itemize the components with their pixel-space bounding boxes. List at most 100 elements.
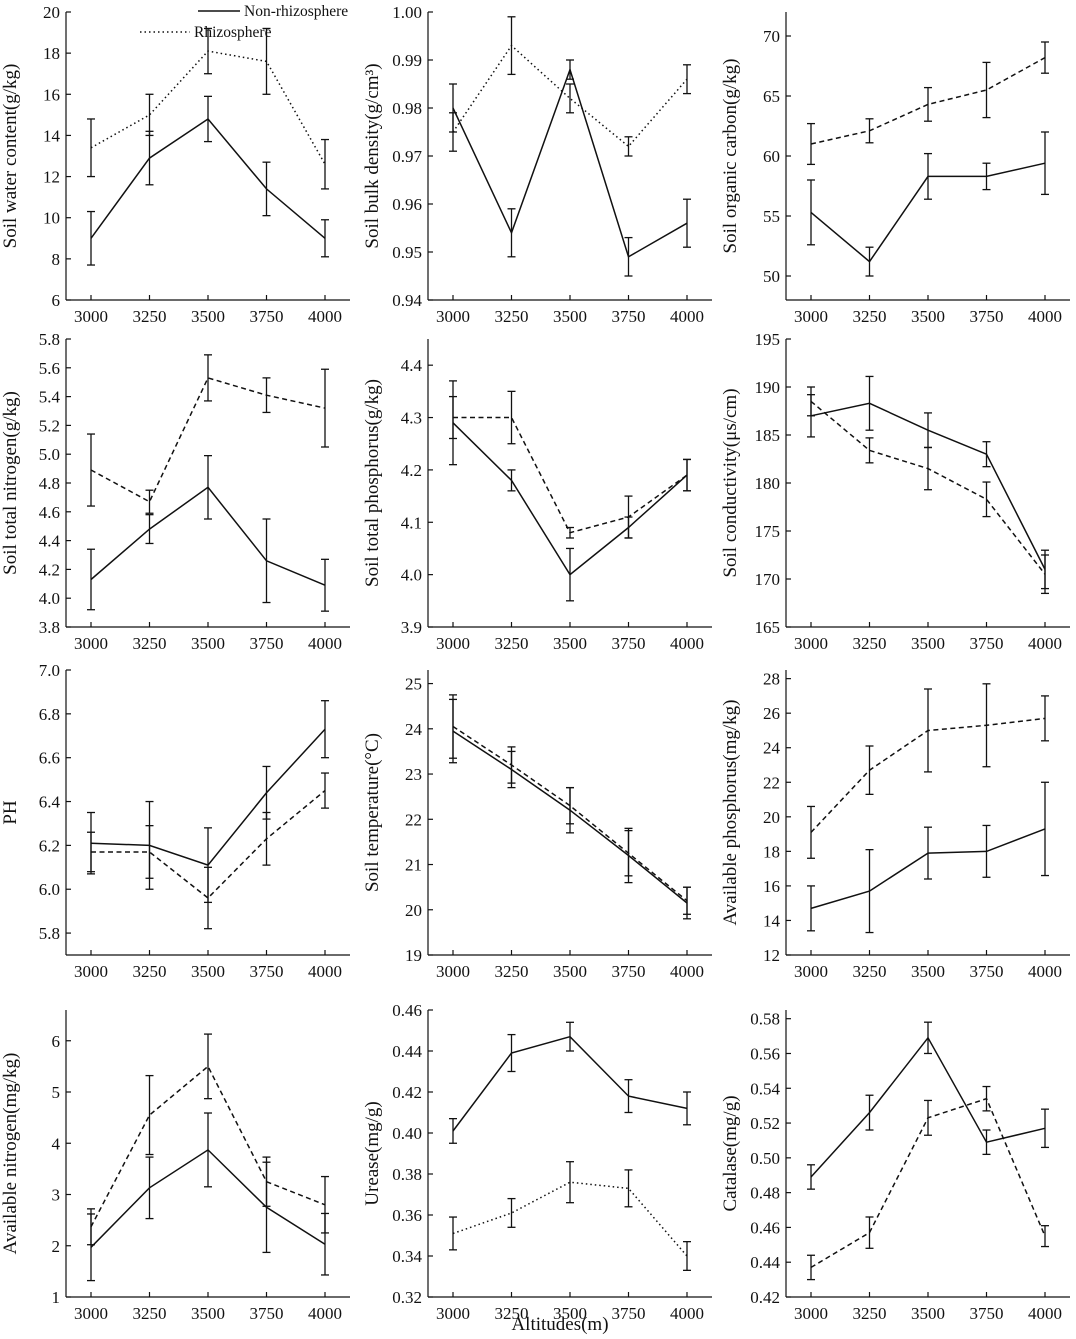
x-tick-label: 3500 — [191, 962, 225, 981]
series-line-rhizosphere — [90, 1065, 326, 1228]
y-tick-label: 0.52 — [750, 1114, 780, 1133]
x-tick-label: 3750 — [612, 962, 646, 981]
error-bar-non-rhizosphere — [807, 1164, 815, 1190]
x-tick-label: 3000 — [74, 1304, 108, 1323]
y-tick-label: 7.0 — [39, 661, 60, 680]
y-tick-label: 1 — [52, 1288, 61, 1307]
y-tick-label: 5.8 — [39, 924, 60, 943]
error-bar-rhizosphere — [262, 377, 271, 414]
error-bar-rhizosphere — [566, 1161, 574, 1204]
y-tick-label: 5.2 — [39, 416, 60, 435]
error-bar-rhizosphere — [624, 136, 633, 157]
error-bar-non-rhizosphere — [507, 208, 516, 258]
y-tick-label: 190 — [755, 378, 781, 397]
error-bar-rhizosphere — [683, 1241, 691, 1271]
y-tick-label: 0.96 — [392, 195, 422, 214]
x-tick-label: 3000 — [436, 634, 470, 653]
error-bar-rhizosphere — [865, 745, 874, 796]
y-tick-label: 6.8 — [39, 705, 60, 724]
error-bar-non-rhizosphere — [566, 1021, 574, 1052]
y-tick-label: 0.36 — [392, 1206, 422, 1225]
legend-label-non-rhizosphere: Non-rhizosphere — [244, 3, 348, 20]
error-bar-rhizosphere — [982, 481, 991, 518]
error-bar-rhizosphere — [924, 688, 932, 773]
x-tick-label: 3250 — [133, 307, 167, 326]
error-bar-non-rhizosphere — [807, 179, 815, 246]
y-tick-label: 28 — [763, 670, 780, 689]
x-tick-label: 4000 — [670, 1304, 704, 1323]
y-tick-label: 0.44 — [392, 1042, 422, 1061]
error-bar-non-rhizosphere — [683, 1091, 691, 1126]
error-bar-rhizosphere — [807, 805, 815, 859]
y-tick-label: 0.46 — [750, 1218, 780, 1237]
y-tick-label: 0.38 — [392, 1165, 422, 1184]
y-tick-label: 24 — [405, 720, 423, 739]
error-bar-non-rhizosphere — [865, 246, 874, 277]
error-bar-non-rhizosphere — [262, 518, 271, 604]
x-tick-label: 3750 — [612, 1304, 646, 1323]
y-tick-label: 2 — [52, 1237, 61, 1256]
error-bar-rhizosphere — [507, 746, 516, 784]
error-bar-non-rhizosphere — [624, 236, 633, 277]
error-bar-rhizosphere — [1041, 695, 1049, 742]
error-bar-non-rhizosphere — [865, 1094, 874, 1131]
y-tick-label: 0.58 — [750, 1010, 780, 1029]
error-bar-rhizosphere — [507, 16, 516, 76]
x-tick-label: 3000 — [794, 307, 828, 326]
y-tick-label: 1.00 — [392, 3, 422, 22]
x-tick-label: 3000 — [436, 962, 470, 981]
y-tick-label: 0.54 — [750, 1079, 780, 1098]
x-tick-label: 3750 — [250, 634, 284, 653]
error-bar-rhizosphere — [924, 1099, 932, 1136]
chart-panel-12: 0.42 0.44 0.46 0.48 0.50 0.52 0.54 0.56 0.58 3000… — [720, 1010, 1070, 1323]
error-bar-rhizosphere — [924, 86, 932, 122]
x-tick-label: 3500 — [911, 1304, 945, 1323]
y-tick-label: 4.3 — [401, 409, 422, 428]
error-bar-non-rhizosphere — [1041, 1108, 1049, 1149]
y-tick-label: 50 — [763, 267, 780, 286]
y-axis-title: Soil temperature(°C) — [362, 733, 383, 892]
y-axis-title: Soil total phosphorus(g/kg) — [362, 379, 383, 587]
error-bar-rhizosphere — [262, 27, 271, 95]
error-bar-rhizosphere — [449, 1216, 457, 1251]
error-bar-non-rhizosphere — [683, 198, 691, 248]
y-tick-label: 6.6 — [39, 749, 60, 768]
x-tick-label: 3250 — [495, 307, 529, 326]
error-bar-rhizosphere — [1041, 554, 1049, 595]
y-tick-label: 4.4 — [39, 532, 61, 551]
error-bar-non-rhizosphere — [204, 95, 212, 143]
y-axis-title: PH — [0, 800, 21, 825]
error-bar-non-rhizosphere — [924, 826, 932, 880]
error-bar-non-rhizosphere — [321, 219, 329, 258]
error-bar-rhizosphere — [87, 831, 95, 873]
y-tick-label: 55 — [763, 207, 780, 226]
x-tick-label: 3500 — [553, 634, 587, 653]
y-tick-label: 6.2 — [39, 836, 60, 855]
error-bar-non-rhizosphere — [924, 152, 932, 200]
error-bar-rhizosphere — [1041, 41, 1049, 74]
error-bar-rhizosphere — [566, 526, 574, 539]
error-bar-rhizosphere — [865, 1216, 874, 1249]
y-tick-label: 0.48 — [750, 1184, 780, 1203]
y-tick-label: 4 — [52, 1134, 61, 1153]
error-bar-rhizosphere — [624, 829, 633, 877]
series-line-rhizosphere — [452, 44, 688, 148]
x-tick-label: 3500 — [191, 1304, 225, 1323]
error-bar-rhizosphere — [566, 786, 574, 825]
y-tick-label: 5 — [52, 1083, 61, 1102]
y-tick-label: 0.42 — [750, 1288, 780, 1307]
error-bar-rhizosphere — [865, 118, 874, 144]
y-tick-label: 24 — [763, 739, 781, 758]
x-tick-label: 3250 — [495, 634, 529, 653]
error-bar-rhizosphere — [145, 1074, 154, 1156]
x-tick-label: 3250 — [133, 962, 167, 981]
error-bar-rhizosphere — [145, 93, 154, 137]
x-tick-label: 4000 — [1028, 1304, 1062, 1323]
y-tick-label: 3.9 — [401, 618, 422, 637]
y-tick-label: 5.4 — [39, 388, 61, 407]
x-tick-label: 3750 — [970, 962, 1004, 981]
y-axis-title: Soil bulk density(g/cm³) — [362, 63, 383, 248]
x-tick-label: 3750 — [612, 634, 646, 653]
error-bar-rhizosphere — [683, 64, 691, 95]
error-bar-rhizosphere — [321, 772, 329, 809]
